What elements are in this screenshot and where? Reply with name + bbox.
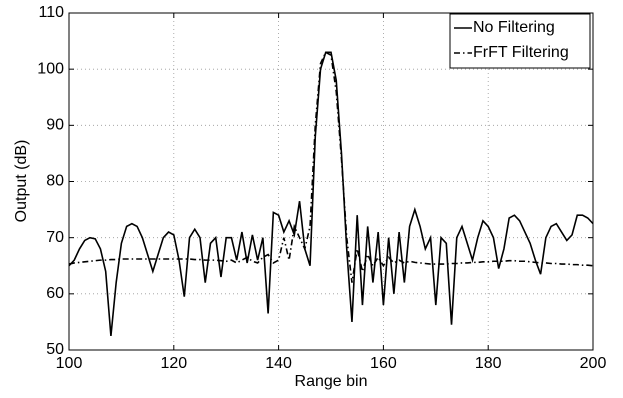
x-tick-label: 140 — [265, 355, 292, 372]
y-tick-label: 110 — [38, 4, 64, 21]
x-tick-label: 100 — [56, 355, 83, 372]
x-axis-label: Range bin — [295, 373, 368, 390]
legend: No Filtering FrFT Filtering — [449, 13, 591, 69]
y-tick-label: 80 — [46, 173, 64, 190]
y-tick-label: 70 — [46, 229, 64, 246]
y-axis-label: Output (dB) — [13, 140, 30, 223]
x-tick-label: 160 — [370, 355, 397, 372]
legend-box — [449, 13, 591, 69]
y-tick-label: 50 — [46, 341, 64, 358]
x-tick-label: 200 — [580, 355, 607, 372]
y-tick-label: 100 — [37, 60, 64, 77]
legend-label: FrFT Filtering — [473, 44, 569, 61]
y-tick-label: 90 — [46, 117, 64, 134]
x-tick-label: 180 — [475, 355, 502, 372]
line-series — [68, 51, 594, 337]
x-tick-label: 120 — [160, 355, 187, 372]
line-series — [68, 51, 594, 283]
plot-frame — [68, 12, 594, 351]
legend-label: No Filtering — [473, 19, 555, 36]
y-tick-label: 60 — [46, 285, 64, 302]
